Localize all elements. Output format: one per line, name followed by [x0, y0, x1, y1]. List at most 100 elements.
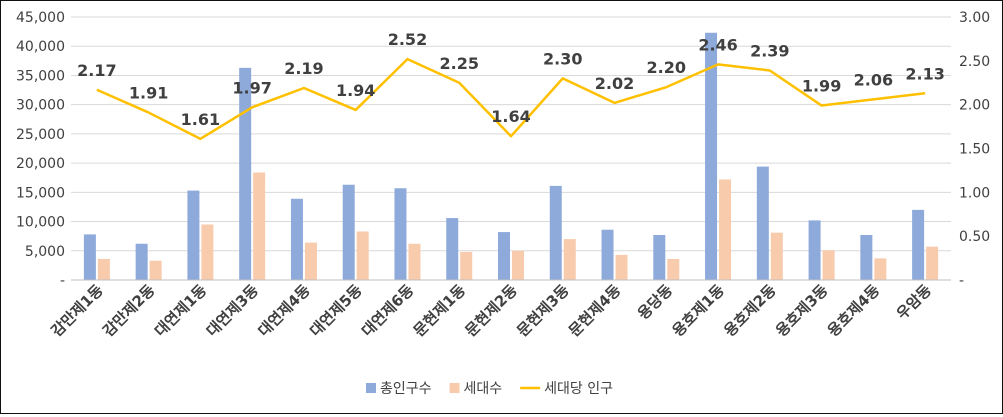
- legend-swatch: [449, 383, 460, 393]
- data-labels: 2.17 1.91 1.61 1.97 2.19 1.94 2.52 2.25 1.64 2.30…: [77, 30, 945, 129]
- category-label: 문현제2동: [462, 281, 521, 340]
- right-tick-label: 3.00: [959, 10, 990, 26]
- line-data-label: 1.64: [491, 107, 530, 126]
- line-data-label: 1.97: [232, 78, 271, 97]
- bar-total-population: [808, 220, 821, 280]
- line-series: [96, 57, 926, 141]
- bar-households: [460, 251, 473, 280]
- category-label: 대연제5동: [306, 281, 365, 340]
- right-axis: - 0.50 1.00 1.50 2.00 2.50 3.00: [959, 10, 990, 289]
- left-tick-label: 20,000: [16, 156, 65, 172]
- line-data-label: 1.91: [129, 84, 168, 103]
- right-tick-label: 0.50: [959, 229, 990, 245]
- line-data-label: 2.02: [595, 74, 634, 93]
- line-data-label: 2.19: [284, 59, 323, 78]
- left-tick-label: 5,000: [25, 244, 65, 260]
- right-tick-label: -: [959, 273, 964, 289]
- bar-total-population: [860, 234, 873, 280]
- bar-households: [304, 242, 317, 280]
- category-label: 용호제4동: [824, 281, 883, 340]
- line-data-label: 1.99: [802, 77, 841, 96]
- bar-total-population: [290, 198, 303, 280]
- line-data-label: 2.17: [77, 61, 116, 80]
- category-label: 문현제3동: [513, 281, 572, 340]
- bar-households: [615, 254, 628, 280]
- bar-total-population: [342, 184, 355, 280]
- bar-households: [512, 250, 524, 280]
- bar-households: [201, 224, 214, 280]
- bar-households: [770, 232, 783, 280]
- line-data-label: 2.06: [854, 70, 893, 89]
- category-label: 우암동: [893, 281, 935, 323]
- bar-total-population: [498, 232, 510, 280]
- category-label: 문현제4동: [565, 281, 624, 340]
- bar-households: [719, 179, 732, 280]
- line-data-label: 2.46: [698, 35, 737, 54]
- bar-households: [408, 243, 421, 280]
- bar-households: [926, 246, 939, 280]
- legend-label: 세대당 인구: [544, 381, 613, 397]
- category-label: 감만제1동: [48, 281, 107, 340]
- line-data-label: 2.52: [388, 30, 427, 49]
- category-label: 대연제6동: [358, 281, 417, 340]
- legend-swatch: [366, 383, 376, 393]
- bar-total-population: [912, 209, 925, 280]
- category-label: 용호제2동: [721, 281, 780, 340]
- category-label: 대연제3동: [203, 281, 262, 340]
- left-tick-label: 45,000: [16, 10, 65, 26]
- line-data-label: 2.25: [439, 54, 478, 73]
- category-label: 용호제3동: [772, 281, 831, 340]
- line-data-label: 1.61: [181, 110, 220, 129]
- category-label: 문현제1동: [410, 281, 469, 340]
- bar-households: [356, 231, 369, 280]
- legend-label: 세대수: [464, 381, 503, 397]
- line-data-label: 2.30: [543, 49, 582, 68]
- gridlines: [71, 16, 951, 252]
- bar-series: [83, 32, 939, 280]
- right-tick-label: 1.50: [959, 142, 990, 158]
- bar-total-population: [756, 166, 769, 280]
- bar-households: [97, 258, 110, 280]
- left-tick-label: 25,000: [16, 127, 65, 143]
- left-tick-label: 10,000: [16, 215, 65, 231]
- category-label: 용호제1동: [669, 281, 728, 340]
- category-label: 감만제2동: [99, 281, 158, 340]
- left-tick-label: 30,000: [16, 98, 65, 114]
- bar-households: [822, 250, 835, 280]
- line-households-ratio: [96, 57, 926, 141]
- category-labels: 감만제1동감만제2동대연제1동대연제3동대연제4동대연제5동대연제6동문현제1동…: [48, 281, 936, 340]
- category-label: 대연제1동: [151, 281, 210, 340]
- left-tick-label: 40,000: [16, 39, 65, 55]
- left-tick-label: -: [60, 273, 65, 289]
- line-data-label: 2.13: [905, 64, 944, 83]
- bar-households: [149, 260, 162, 280]
- left-tick-label: 35,000: [16, 68, 65, 84]
- bar-total-population: [705, 32, 718, 280]
- legend: 총인구수 세대수 세대당 인구: [366, 381, 613, 397]
- bar-total-population: [239, 67, 252, 280]
- bar-total-population: [653, 234, 666, 280]
- bar-households: [667, 258, 680, 280]
- bar-households: [253, 172, 266, 280]
- bar-total-population: [601, 229, 614, 280]
- bar-total-population: [83, 234, 96, 280]
- category-label: 용당동: [634, 281, 676, 323]
- right-tick-label: 1.00: [959, 185, 990, 201]
- bar-total-population: [135, 243, 148, 280]
- bar-households: [563, 239, 576, 280]
- bar-households: [874, 258, 887, 280]
- bar-total-population: [187, 190, 200, 280]
- right-tick-label: 2.00: [959, 98, 990, 114]
- right-tick-label: 2.50: [959, 54, 990, 70]
- bar-total-population: [549, 185, 562, 280]
- bar-total-population: [394, 188, 407, 280]
- legend-label: 총인구수: [380, 381, 432, 397]
- line-data-label: 1.94: [336, 81, 375, 100]
- category-label: 대연제4동: [255, 281, 314, 340]
- line-data-label: 2.39: [750, 41, 789, 60]
- bar-total-population: [446, 218, 459, 280]
- left-tick-label: 15,000: [16, 185, 65, 201]
- line-data-label: 2.20: [647, 58, 686, 77]
